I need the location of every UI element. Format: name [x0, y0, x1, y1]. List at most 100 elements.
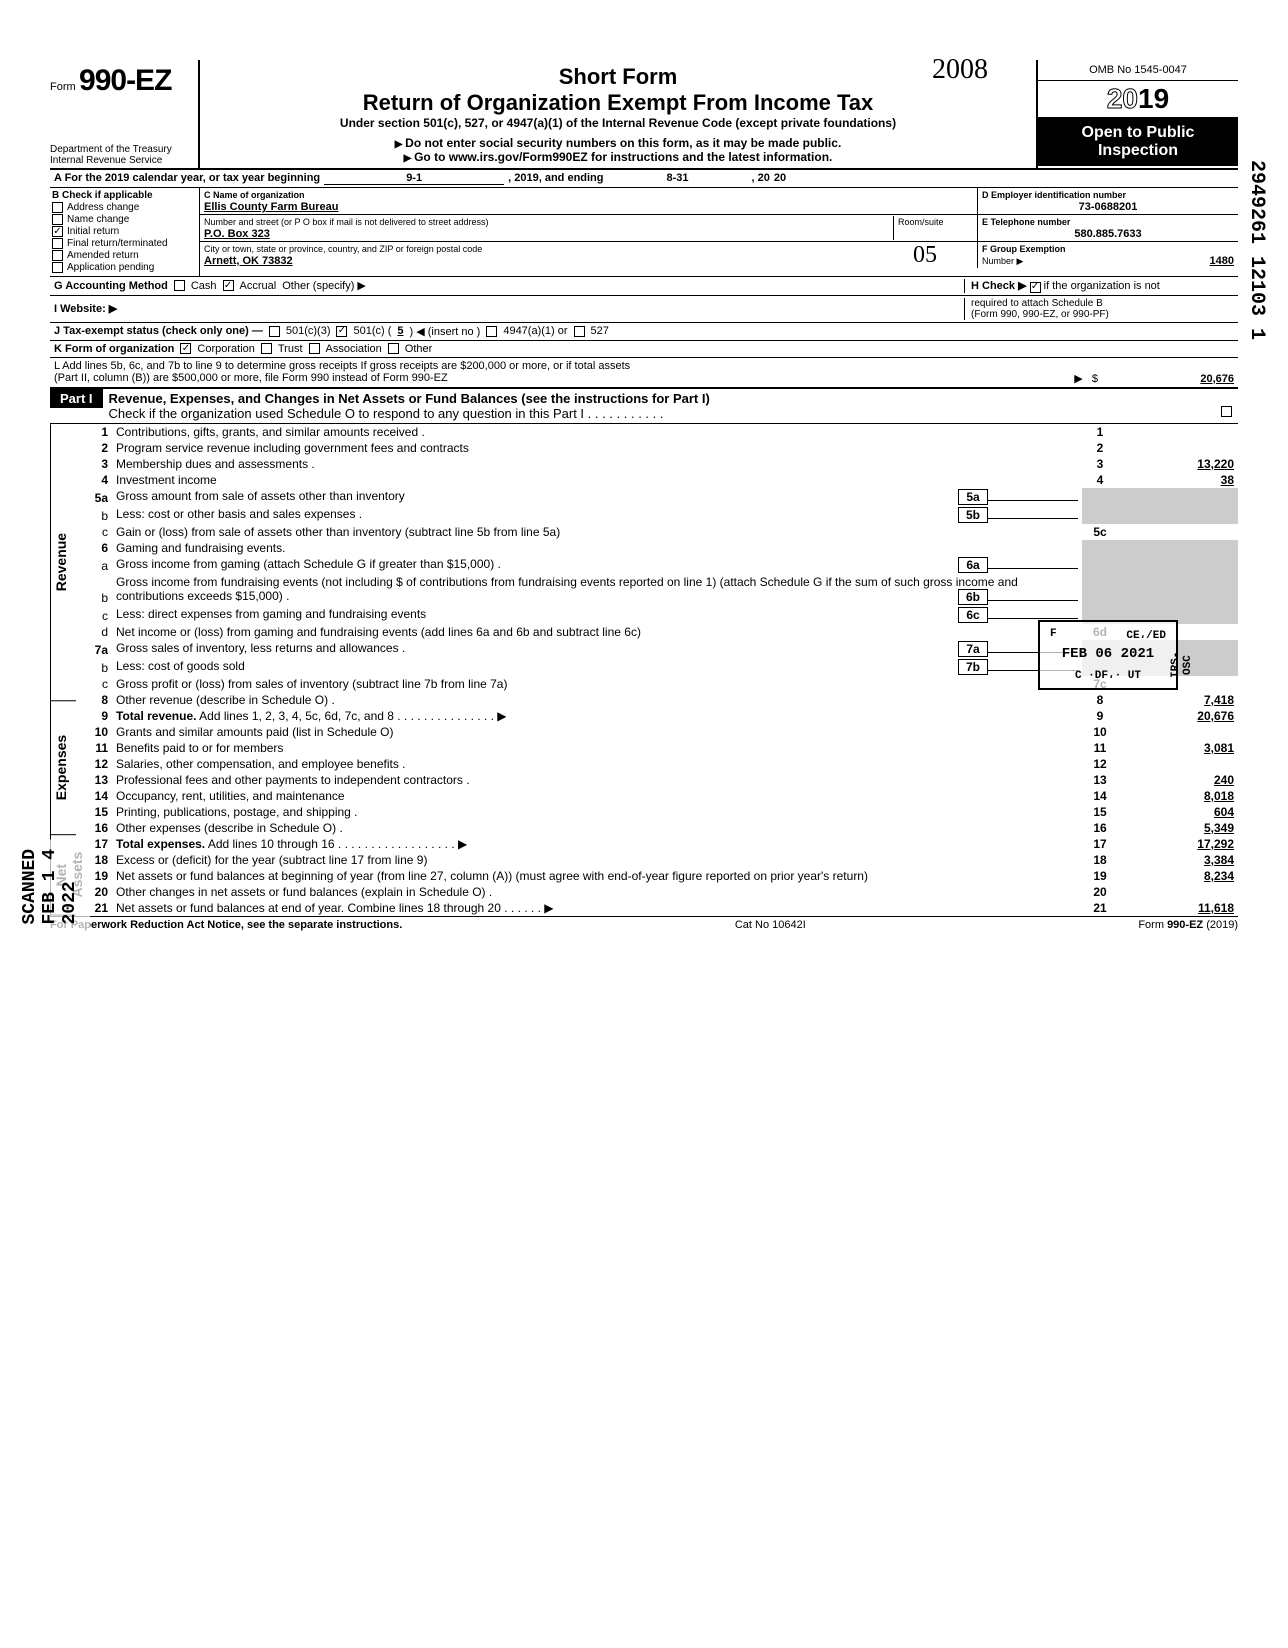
checkbox-name-change[interactable]: [52, 214, 63, 225]
row-j: J Tax-exempt status (check only one) — 5…: [50, 323, 1238, 341]
line-amount[interactable]: [1118, 524, 1238, 540]
line-number: 10: [76, 724, 112, 740]
line-amount[interactable]: 8,018: [1118, 788, 1238, 804]
l-gross-receipts[interactable]: 20,676: [1114, 373, 1234, 385]
tax-year-end[interactable]: 8-31: [608, 172, 748, 185]
checkbox-trust[interactable]: [261, 343, 272, 354]
line-amount[interactable]: 5,349: [1118, 820, 1238, 836]
label-f-group: F Group Exemption: [982, 244, 1066, 254]
col-b-option: ✓Initial return: [52, 226, 197, 237]
checkbox-501c3[interactable]: [269, 326, 280, 337]
line-row: bLess: cost or other basis and sales exp…: [76, 506, 1238, 524]
label-city: City or town, state or province, country…: [204, 244, 482, 254]
line-row: 4Investment income438: [76, 472, 1238, 488]
open-line2: Inspection: [1040, 142, 1236, 160]
checkbox-application-pending[interactable]: [52, 262, 63, 273]
line-row: aGross income from gaming (attach Schedu…: [76, 556, 1238, 574]
line-amount[interactable]: [1118, 424, 1238, 440]
opt-4947: 4947(a)(1) or: [503, 325, 567, 337]
line-amount[interactable]: 240: [1118, 772, 1238, 788]
tax-year-begin[interactable]: 9-1: [324, 172, 504, 185]
line-number: c: [76, 524, 112, 540]
line-description: Benefits paid to or for members: [112, 740, 1082, 756]
line-amount[interactable]: 7,418: [1118, 692, 1238, 708]
phone[interactable]: 580.885.7633: [982, 228, 1234, 240]
checkbox-527[interactable]: [574, 326, 585, 337]
checkbox-assoc[interactable]: [309, 343, 320, 354]
line-number: c: [76, 676, 112, 692]
line-amount[interactable]: 13,220: [1118, 456, 1238, 472]
checkbox-amended-return[interactable]: [52, 250, 63, 261]
checkbox-4947[interactable]: [486, 326, 497, 337]
line-box-number: [1082, 540, 1118, 556]
tax-year-end-yr[interactable]: 20: [774, 172, 804, 185]
line-amount: [1118, 574, 1238, 606]
checkbox-address-change[interactable]: [52, 202, 63, 213]
line-amount[interactable]: 3,384: [1118, 852, 1238, 868]
checkbox-501c[interactable]: ✓: [336, 326, 347, 337]
org-city[interactable]: Arnett, OK 73832: [204, 255, 293, 267]
line-box-number: 16: [1082, 820, 1118, 836]
line-number: b: [76, 506, 112, 524]
line-amount[interactable]: 3,081: [1118, 740, 1238, 756]
line-description: Net income or (loss) from gaming and fun…: [112, 624, 1082, 640]
line-description: Gross income from gaming (attach Schedul…: [112, 556, 1082, 574]
group-exemption-num[interactable]: 1480: [1210, 255, 1234, 267]
label-h: H Check ▶: [971, 280, 1027, 292]
checkbox-cash[interactable]: [174, 280, 185, 291]
501c-insert[interactable]: 5: [397, 325, 403, 337]
checkbox-initial-return[interactable]: ✓: [52, 226, 63, 237]
line-number: 16: [76, 820, 112, 836]
line-description: Occupancy, rent, utilities, and maintena…: [112, 788, 1082, 804]
col-b-option: Application pending: [52, 262, 197, 273]
line-row: 14Occupancy, rent, utilities, and mainte…: [76, 788, 1238, 804]
checkbox-sched-o[interactable]: [1221, 406, 1232, 417]
line-row: 21Net assets or fund balances at end of …: [76, 900, 1238, 916]
line-amount[interactable]: 20,676: [1118, 708, 1238, 724]
opt-527: 527: [591, 325, 609, 337]
line-amount[interactable]: [1118, 756, 1238, 772]
line-row: 6Gaming and fundraising events.: [76, 540, 1238, 556]
line-box-number: 11: [1082, 740, 1118, 756]
line-amount[interactable]: [1118, 440, 1238, 456]
checkbox-final-return-terminated[interactable]: [52, 238, 63, 249]
l-arrow: ▶: [1074, 373, 1082, 385]
org-name[interactable]: Ellis County Farm Bureau: [204, 201, 338, 213]
line-amount[interactable]: 604: [1118, 804, 1238, 820]
line-row: 1Contributions, gifts, grants, and simil…: [76, 424, 1238, 440]
line-amount[interactable]: 11,618: [1118, 900, 1238, 916]
line-description: Less: direct expenses from gaming and fu…: [112, 606, 1082, 624]
line-description: Membership dues and assessments .: [112, 456, 1082, 472]
line-amount[interactable]: 8,234: [1118, 868, 1238, 884]
l-dollar: $: [1092, 373, 1098, 385]
checkbox-other-org[interactable]: [388, 343, 399, 354]
part-1-sched-o: Check if the organization used Schedule …: [109, 406, 664, 421]
opt-other-org: Other: [405, 343, 433, 355]
handwritten-05: 05: [913, 242, 937, 269]
line-box-number: 3: [1082, 456, 1118, 472]
row-l: L Add lines 5b, 6c, and 7b to line 9 to …: [50, 358, 1238, 389]
line-description: Less: cost of goods sold7b: [112, 658, 1082, 676]
line-amount[interactable]: 17,292: [1118, 836, 1238, 852]
checkbox-corp[interactable]: ✓: [180, 343, 191, 354]
footer-cat-no: Cat No 10642I: [735, 919, 806, 931]
link-note: Go to www.irs.gov/Form990EZ for instruct…: [208, 150, 1028, 164]
dept-treasury: Department of the Treasury: [50, 144, 194, 155]
line-row: 2Program service revenue including gover…: [76, 440, 1238, 456]
ein[interactable]: 73-0688201: [982, 201, 1234, 213]
line-description: Net assets or fund balances at end of ye…: [112, 900, 1082, 916]
line-description: Net assets or fund balances at beginning…: [112, 868, 1082, 884]
org-address[interactable]: P.O. Box 323: [204, 228, 270, 240]
line-amount[interactable]: [1118, 884, 1238, 900]
checkbox-h[interactable]: ✓: [1030, 282, 1041, 293]
line-amount[interactable]: 38: [1118, 472, 1238, 488]
label-room: Room/suite: [898, 217, 944, 227]
year-bold: 19: [1138, 83, 1169, 114]
form-number: 990-EZ: [79, 64, 171, 97]
checkbox-accrual[interactable]: ✓: [223, 280, 234, 291]
line-amount[interactable]: [1118, 724, 1238, 740]
entity-info-grid: B Check if applicable Address changeName…: [50, 188, 1238, 277]
line-description: Grants and similar amounts paid (list in…: [112, 724, 1082, 740]
line-row: 18Excess or (deficit) for the year (subt…: [76, 852, 1238, 868]
opt-other: Other (specify) ▶: [282, 279, 366, 292]
